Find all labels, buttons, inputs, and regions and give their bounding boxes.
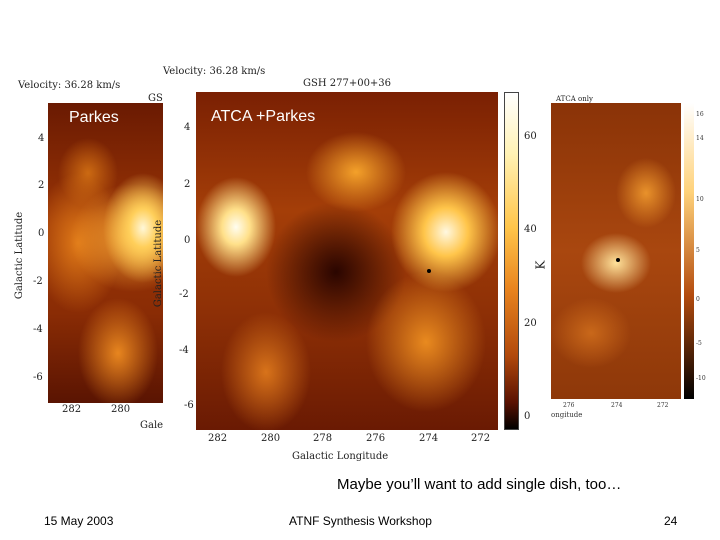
- combined-xtick: 278: [313, 433, 333, 444]
- combined-ytick: 4: [184, 122, 191, 133]
- colorbar-unit-label: K: [533, 260, 548, 270]
- parkes-ytick: -2: [33, 276, 43, 287]
- combined-xtick: 272: [471, 433, 491, 444]
- combined-map-title: GSH 277+00+36: [303, 78, 392, 89]
- parkes-ytick: -6: [33, 372, 43, 383]
- atca-xtick: 274: [611, 402, 623, 409]
- parkes-velocity-label: Velocity: 36.28 km/s: [18, 80, 121, 91]
- colorbar-tick: 20: [524, 318, 537, 329]
- parkes-xtick: 280: [111, 404, 131, 415]
- combined-caption: ATCA +Parkes: [211, 108, 316, 125]
- slide-caption: Maybe you’ll want to add single dish, to…: [337, 476, 622, 493]
- footer-event: ATNF Synthesis Workshop: [289, 514, 432, 528]
- combined-xtick: 280: [261, 433, 281, 444]
- combined-xlabel: Galactic Longitude: [292, 451, 389, 462]
- combined-ylabel: Galactic Latitude: [153, 219, 165, 308]
- parkes-ytick: -4: [33, 324, 43, 335]
- combined-xtick: 276: [366, 433, 386, 444]
- parkes-xlabel-partial: Gale: [140, 420, 164, 431]
- parkes-ytick: 4: [38, 133, 45, 144]
- source-marker: [427, 269, 431, 273]
- combined-ytick: 0: [184, 235, 191, 246]
- parkes-ytick: 0: [38, 228, 45, 239]
- parkes-ytick: 2: [38, 180, 45, 191]
- footer-date: 15 May 2003: [44, 514, 114, 528]
- parkes-caption: Parkes: [69, 109, 119, 126]
- parkes-xtick: 282: [62, 404, 82, 415]
- atca-bar-tick: 16: [696, 111, 704, 118]
- atca-bar-tick: 5: [696, 247, 700, 254]
- combined-ytick: 2: [184, 179, 191, 190]
- atca-bar-tick: 14: [696, 135, 704, 142]
- combined-xtick: 282: [208, 433, 228, 444]
- combined-map-image: [196, 92, 498, 430]
- combined-velocity-label: Velocity: 36.28 km/s: [163, 66, 266, 77]
- parkes-ylabel: Galactic Latitude: [14, 211, 26, 300]
- atca-xtick: 276: [563, 402, 575, 409]
- combined-ytick: -2: [179, 289, 189, 300]
- atca-xlabel-partial: ongitude: [551, 411, 583, 419]
- atca-bar-tick: -5: [696, 340, 702, 347]
- colorbar-tick: 40: [524, 224, 537, 235]
- combined-ytick: -6: [184, 400, 194, 411]
- atca-colorbar: [684, 103, 694, 399]
- intensity-colorbar: [504, 92, 519, 430]
- parkes-corner-label: GS: [148, 93, 163, 104]
- colorbar-tick: 0: [524, 411, 531, 422]
- colorbar-tick: 60: [524, 131, 537, 142]
- parkes-map-image: [48, 103, 163, 403]
- atca-bar-tick: -10: [696, 375, 706, 382]
- atca-bar-tick: 10: [696, 196, 704, 203]
- atca-only-map-image: [551, 103, 681, 399]
- atca-xtick: 272: [657, 402, 669, 409]
- source-marker: [616, 258, 620, 262]
- footer-page-number: 24: [664, 514, 678, 528]
- atca-bar-tick: 0: [696, 296, 700, 303]
- atca-caption: ATCA only: [556, 95, 593, 103]
- combined-xtick: 274: [419, 433, 439, 444]
- combined-ytick: -4: [179, 345, 189, 356]
